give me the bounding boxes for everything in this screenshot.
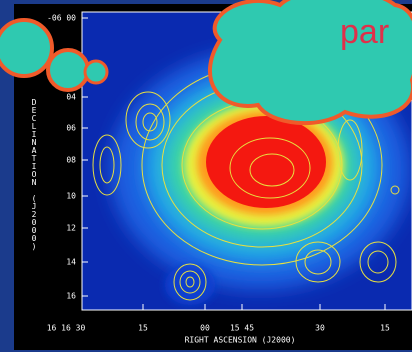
y-tick-label: 10 [66, 192, 76, 201]
y-tick-label: 14 [66, 258, 76, 267]
y-tick-label: 06 [66, 124, 76, 133]
y-axis-title: DECLINATION (J2000) [30, 98, 39, 250]
y-tick-label: 08 [66, 156, 76, 165]
x-tick-label: 15 [138, 324, 148, 333]
y-tick-label: 04 [66, 93, 76, 102]
y-tick-label: -06 00 [47, 14, 76, 23]
x-tick-label: 00 [200, 324, 210, 333]
x-axis-title: RIGHT ASCENSION (J2000) [185, 336, 296, 345]
x-tick-label: 16 16 30 [47, 324, 86, 333]
x-tick-label: 15 [380, 324, 390, 333]
y-ticks: -06 00 04 06 08 10 12 14 16 [47, 14, 88, 301]
thought-bubble: par [0, 0, 412, 126]
x-tick-label: 30 [315, 324, 325, 333]
x-tick-label: 15 45 [230, 324, 254, 333]
callout-text: par [340, 13, 389, 51]
x-ticks: 16 16 30 15 00 15 45 30 15 [47, 304, 390, 333]
y-tick-label: 12 [66, 224, 76, 233]
y-tick-label: 16 [66, 292, 76, 301]
